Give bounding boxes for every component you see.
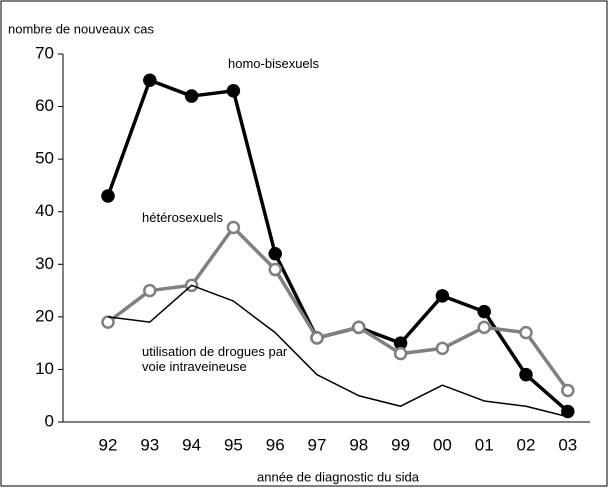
y-tick-label: 60 <box>35 96 54 115</box>
data-point <box>393 346 408 361</box>
data-point <box>101 189 115 203</box>
x-tick-label: 02 <box>517 435 536 454</box>
series-label: homo-bisexuels <box>228 56 320 71</box>
data-point <box>226 220 241 235</box>
x-tick-label: 96 <box>266 435 285 454</box>
y-axis-label: nombre de nouveaux cas <box>8 21 154 36</box>
x-tick-label: 99 <box>391 435 410 454</box>
y-tick-label: 10 <box>35 359 54 378</box>
x-tick-label: 95 <box>224 435 243 454</box>
x-axis-label: année de diagnostic du sida <box>257 469 420 484</box>
data-point <box>561 404 575 419</box>
data-point <box>519 367 533 382</box>
data-point <box>143 73 157 88</box>
data-point <box>310 331 324 345</box>
data-point <box>226 84 241 98</box>
x-tick-label: 00 <box>433 435 452 454</box>
x-tick-label: 93 <box>140 435 159 454</box>
y-tick-label: 50 <box>35 149 54 168</box>
series-line <box>106 225 570 392</box>
y-tick-label: 0 <box>45 411 54 430</box>
x-tick-label: 03 <box>558 435 577 454</box>
data-point <box>101 315 115 329</box>
y-tick-label: 20 <box>35 306 54 325</box>
x-tick-label: 94 <box>182 435 201 454</box>
data-point <box>352 320 366 335</box>
x-tick-label: 98 <box>349 435 368 454</box>
x-tick-label: 01 <box>475 435 494 454</box>
data-point <box>477 320 491 335</box>
y-tick-label: 40 <box>35 201 54 220</box>
data-point <box>184 89 199 103</box>
data-point <box>435 341 450 356</box>
x-tick-label: 92 <box>99 435 118 454</box>
y-tick-label: 30 <box>35 254 54 273</box>
series-label: utilisation de drogues par voie intravei… <box>142 344 288 374</box>
data-point <box>561 383 575 398</box>
data-point <box>435 289 450 303</box>
x-tick-label: 97 <box>308 435 327 454</box>
data-point <box>268 262 282 277</box>
data-point <box>519 325 533 340</box>
data-point <box>268 247 282 261</box>
series-label: hétérosexuels <box>142 210 223 225</box>
data-point <box>477 304 491 319</box>
series-line <box>107 284 568 418</box>
data-point <box>143 283 157 298</box>
y-tick-label: 70 <box>35 43 54 62</box>
